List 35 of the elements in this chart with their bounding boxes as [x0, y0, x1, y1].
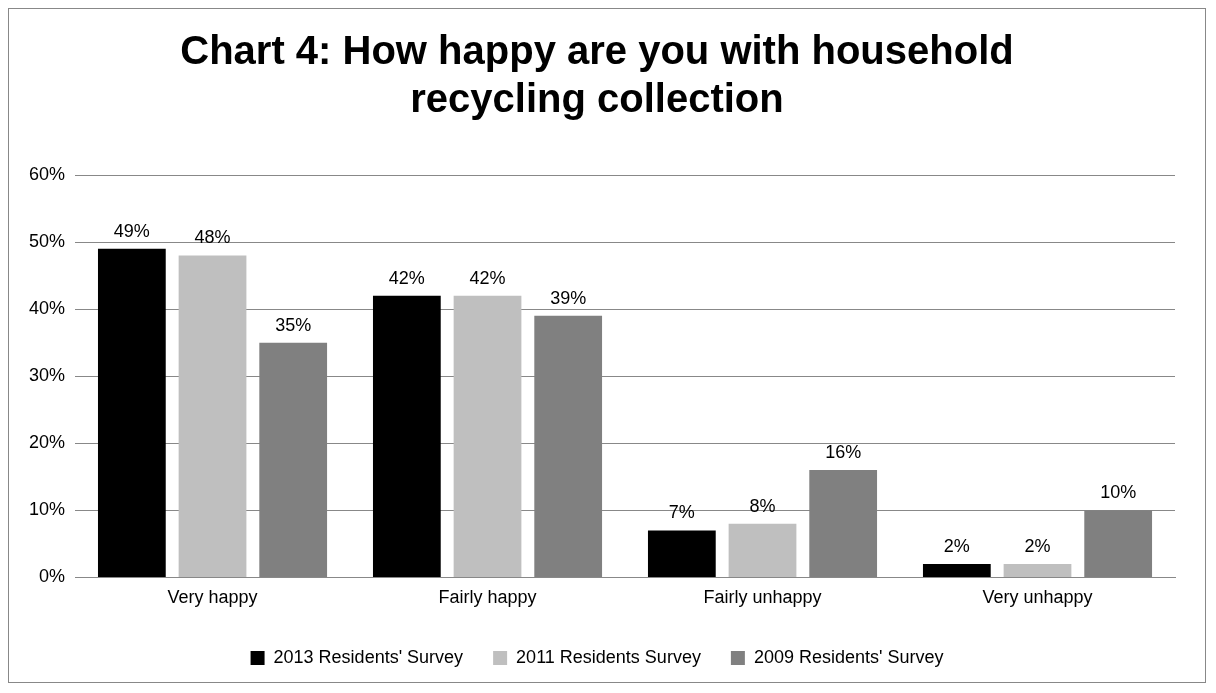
x-tick-label: Fairly unhappy — [703, 587, 822, 608]
data-label: 42% — [469, 267, 506, 288]
bar — [728, 523, 797, 577]
data-label: 49% — [113, 220, 150, 241]
y-tick-label: 60% — [29, 163, 66, 184]
x-tick-label: Very unhappy — [982, 587, 1093, 608]
legend-label: 2013 Residents' Survey — [273, 646, 464, 667]
y-tick-label: 10% — [29, 499, 66, 520]
data-label: 16% — [825, 442, 862, 463]
y-tick-label: 20% — [29, 432, 66, 453]
bar — [647, 530, 716, 577]
y-tick-label: 0% — [39, 566, 66, 587]
x-tick-label: Very happy — [167, 587, 258, 608]
bar — [178, 255, 247, 577]
bar — [922, 563, 991, 577]
data-label: 2% — [943, 535, 970, 556]
data-label: 35% — [275, 314, 312, 335]
data-label: 48% — [194, 227, 231, 248]
y-tick-label: 40% — [29, 298, 66, 319]
bar — [372, 295, 441, 577]
data-label: 8% — [749, 495, 776, 516]
x-tick-label: Fairly happy — [438, 587, 537, 608]
y-tick-label: 30% — [29, 365, 66, 386]
bar — [1003, 563, 1072, 577]
data-label: 42% — [388, 267, 425, 288]
data-label: 2% — [1024, 535, 1051, 556]
y-tick-label: 50% — [29, 231, 66, 252]
chart-title: Chart 4: How happy are you with household recycling collection — [180, 28, 1014, 121]
data-label: 39% — [550, 287, 587, 308]
data-label: 10% — [1100, 482, 1137, 503]
bar — [453, 295, 522, 577]
data-label: 7% — [668, 502, 695, 523]
legend-label: 2009 Residents' Survey — [753, 646, 944, 667]
bar — [97, 248, 166, 577]
legend-label: 2011 Residents Survey — [516, 646, 701, 667]
